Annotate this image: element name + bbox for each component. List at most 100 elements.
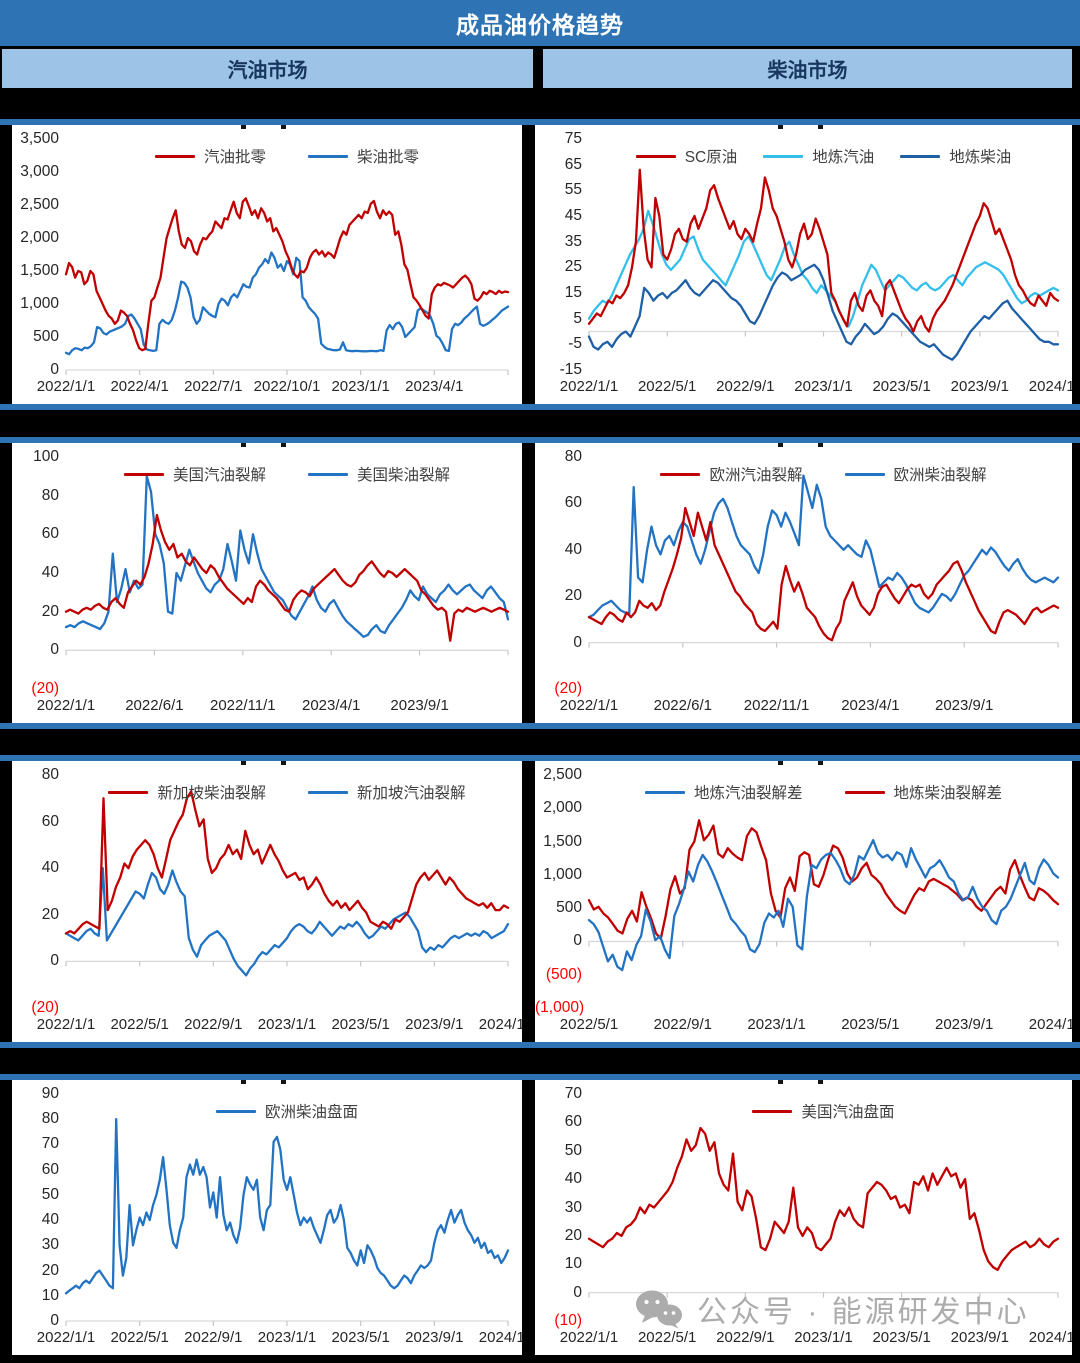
x-tick-label: 2022/1/1 [36, 1016, 96, 1033]
series-line-地炼汽油裂解差 [587, 839, 1060, 972]
x-tick-label: 2023/1/1 [794, 378, 853, 395]
divider [0, 404, 1080, 410]
legend: 欧洲柴油盘面 [66, 1100, 508, 1122]
x-tick-label: 2022/5/1 [110, 1016, 169, 1033]
x-tick-label: 2023/5/1 [872, 1329, 931, 1346]
x-tick-label: 2024/1/1 [1028, 1329, 1072, 1346]
x-tick-label: 2023/9/1 [934, 697, 994, 714]
x-tick-label: 2022/6/1 [653, 697, 712, 714]
y-tick-label: 40 [564, 1170, 582, 1188]
legend-label: SC原油 [684, 149, 738, 166]
chart-canvas [587, 474, 1060, 648]
divider [0, 410, 1080, 437]
y-tick-label: -5 [568, 335, 582, 353]
y-tick-label: 0 [573, 1283, 582, 1301]
divider [0, 1355, 1080, 1363]
legend-line-swatch [123, 472, 164, 476]
y-tick-label: 20 [41, 602, 59, 620]
chart-europe-crack-spread: 80 60 40 20 0 (20) 2022/1/1 2022/6/1 2022/11/1 20… [535, 443, 1072, 723]
chart-row-3: 80 60 40 20 0 (20) 2022/1/1 2022/5/1 2022/9/1 202… [0, 761, 1080, 1042]
legend: 地炼汽油裂解差 地炼柴油裂解差 [589, 781, 1058, 803]
y-tick-label: 500 [33, 328, 59, 345]
chart-singapore-crack-spread: 80 60 40 20 0 (20) 2022/1/1 2022/5/1 2022/9/1 202… [12, 761, 522, 1042]
y-tick-label: 1,500 [20, 262, 59, 279]
series-line-欧洲汽油裂解 [587, 506, 1060, 642]
y-tick-label: 2,000 [543, 799, 582, 817]
legend-item: 新加坡柴油裂解 [108, 781, 266, 803]
legend-label: 地炼汽油 [812, 149, 875, 166]
x-tick-label: 2024/1/1 [478, 1329, 522, 1346]
legend-item: 美国柴油裂解 [308, 463, 450, 485]
series-line-新加坡汽油裂解 [64, 867, 510, 977]
legend-label: 欧洲柴油裂解 [893, 467, 987, 484]
x-tick-label: 2022/9/1 [716, 1329, 775, 1346]
x-tick-label: 2023/1/1 [257, 1016, 317, 1033]
x-tick-label: 2023/5/1 [841, 1016, 900, 1033]
legend-line-swatch [308, 790, 348, 794]
divider [0, 437, 1080, 443]
legend-item: 新加坡汽油裂解 [308, 781, 466, 803]
chart-canvas [587, 1126, 1060, 1298]
legend: 汽油批零 柴油批零 [66, 145, 508, 167]
y-tick-label: 15 [564, 284, 582, 301]
series-line-地炼柴油 [587, 263, 1060, 361]
y-tick-label: 50 [564, 1141, 582, 1159]
chart-row-2: 100 80 60 40 20 0 (20) 2022/1/1 2022/6/1 2022/11/… [0, 443, 1080, 723]
page-title: 成品油价格趋势 [0, 0, 1080, 46]
divider [0, 1074, 1080, 1080]
legend-label: 柴油批零 [357, 149, 420, 166]
legend-line-swatch [660, 472, 701, 476]
series-line-欧洲柴油裂解 [587, 474, 1060, 619]
watermark-text: 公众号 · 能源研发中心 [697, 1296, 1030, 1329]
divider [0, 1048, 1080, 1074]
legend-item: 美国汽油裂解 [123, 463, 266, 485]
cropped-title-mark [817, 761, 823, 765]
legend-item: 地炼汽油裂解差 [644, 781, 803, 803]
y-tick-label: 25 [564, 258, 582, 276]
y-tick-label: 70 [41, 1135, 59, 1153]
divider [0, 46, 1080, 49]
y-tick-label: 0 [573, 633, 582, 651]
x-tick-label: 2023/1/1 [794, 1329, 853, 1346]
x-tick-label: 2022/1/1 [559, 378, 619, 395]
y-tick-label: (1,000) [535, 999, 585, 1016]
x-tick-label: 2023/9/1 [934, 1016, 994, 1033]
legend-item: 美国汽油盘面 [752, 1100, 895, 1122]
chart-canvas [64, 197, 510, 375]
cropped-title-mark [777, 443, 783, 447]
y-tick-label: 20 [41, 905, 59, 923]
legend-line-swatch [844, 472, 885, 476]
x-tick-label: 2022/10/1 [253, 378, 321, 395]
y-tick-label: 10 [564, 1255, 582, 1273]
x-tick-label: 2023/5/1 [331, 1329, 390, 1346]
x-tick-label: 2022/9/1 [716, 378, 775, 395]
series-line-柴油批零 [64, 251, 510, 356]
series-line-地炼汽油 [587, 209, 1060, 328]
legend-line-swatch [900, 154, 941, 158]
legend: 欧洲汽油裂解 欧洲柴油裂解 [589, 463, 1058, 485]
x-tick-label: 2022/1/1 [36, 1329, 96, 1346]
x-tick-label: 2023/1/1 [747, 1016, 806, 1033]
legend: 新加坡柴油裂解 新加坡汽油裂解 [66, 781, 508, 803]
y-tick-label: 2,500 [543, 766, 582, 783]
wechat-icon [636, 1290, 682, 1329]
legend-line-swatch [763, 154, 804, 158]
cropped-title-mark [777, 1080, 783, 1084]
legend-line-swatch [644, 790, 685, 794]
legend-label: 地炼柴油 [949, 149, 1012, 166]
cropped-title-mark [777, 761, 783, 765]
y-tick-label: 1,000 [543, 865, 582, 883]
x-tick-label: 2024/1/1 [1028, 378, 1072, 395]
y-tick-label: 3,000 [20, 163, 59, 180]
y-tick-label: 45 [564, 207, 582, 224]
x-tick-label: 2023/9/1 [950, 1329, 1010, 1346]
y-tick-label: 1,500 [543, 832, 582, 850]
y-tick-label: 1,000 [20, 295, 59, 312]
x-tick-label: 2022/5/1 [637, 1329, 697, 1346]
chart-canvas [587, 168, 1060, 361]
legend: 美国汽油盘面 [589, 1100, 1058, 1122]
chart-sc-crude-refinery-products: 75 65 55 45 35 25 15 5 -5 -15 2022/1/1 2022/5/1 2022… [535, 125, 1072, 404]
legend-item: SC原油 [635, 145, 738, 167]
cropped-title-mark [241, 443, 246, 447]
cropped-title-mark [777, 125, 783, 129]
